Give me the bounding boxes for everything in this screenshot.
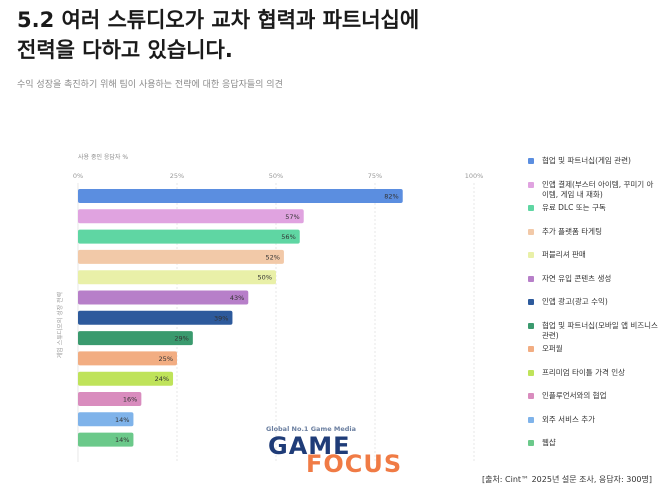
legend-swatch xyxy=(528,416,534,423)
page-title: 5.2 여러 스튜디오가 교차 협력과 파트너십에 전력을 다하고 있습니다. xyxy=(17,8,420,62)
page-subtitle: 수익 성장을 촉진하기 위해 팀이 사용하는 전략에 대한 응답자들의 의견 xyxy=(17,80,283,90)
legend-label: 프리미엄 타이틀 가격 인상 xyxy=(542,367,626,377)
x-axis-label: 사용 중인 응답자 % xyxy=(78,153,128,161)
bar-value-label: 82% xyxy=(384,193,398,201)
legend-swatch xyxy=(528,158,534,164)
legend-label: 퍼블리셔 판매 xyxy=(542,250,586,259)
legend-swatch xyxy=(528,322,534,329)
bar-value-label: 29% xyxy=(174,335,188,343)
legend-swatch xyxy=(528,299,534,305)
legend-item: 자연 유입 콘텐츠 생성 xyxy=(528,274,658,298)
bar xyxy=(78,412,134,427)
legend-item: 인플루언서와의 협업 xyxy=(528,391,658,415)
x-tick-label: 50% xyxy=(269,172,283,180)
legend-item: 프리미엄 타이틀 가격 인상 xyxy=(528,368,658,392)
bar-value-label: 14% xyxy=(115,436,129,444)
legend-label: 인앱 광고(광고 수익) xyxy=(542,297,608,306)
legend-item: 웹샵 xyxy=(528,438,658,462)
x-tick-label: 0% xyxy=(73,172,83,180)
legend-swatch xyxy=(528,440,534,446)
bar xyxy=(78,189,403,203)
bar xyxy=(78,371,174,386)
bar xyxy=(78,432,134,447)
bar-value-label: 24% xyxy=(155,375,169,383)
bar-value-label: 16% xyxy=(123,396,137,404)
legend-label: 오퍼월 xyxy=(542,344,563,353)
bar xyxy=(78,331,193,346)
legend-label: 인앱 결제(부스터 아이템, 꾸미기 아이템, 게임 내 재화) xyxy=(542,179,654,199)
bar xyxy=(78,249,284,264)
watermark-logo-game: GAME xyxy=(268,432,351,460)
bar-value-label: 43% xyxy=(230,294,244,302)
bar xyxy=(78,270,276,285)
bar xyxy=(78,290,249,305)
legend-swatch xyxy=(528,275,534,282)
x-tick-label: 75% xyxy=(368,172,382,180)
source-note: [출처: Cint™ 2025년 설문 조사, 응답자: 300명] xyxy=(481,475,652,484)
watermark-tagline: Global No.1 Game Media xyxy=(266,425,357,433)
bar xyxy=(78,229,300,244)
bar-value-label: 56% xyxy=(281,233,295,241)
legend-label: 자연 유입 콘텐츠 생성 xyxy=(542,273,612,283)
legend-label: 협업 및 파트너십(모바일 앱 비즈니스 관련) xyxy=(542,320,658,340)
legend-swatch xyxy=(528,181,534,188)
legend-item: 협업 및 파트너십(게임 관련) xyxy=(528,156,658,180)
legend-label: 웹샵 xyxy=(542,438,556,447)
legend-swatch xyxy=(528,369,534,376)
legend-item: 추가 플랫폼 타게팅 xyxy=(528,227,658,251)
legend-label: 외주 서비스 추가 xyxy=(542,414,596,424)
legend-swatch xyxy=(528,252,534,258)
bar xyxy=(78,351,177,366)
legend-label: 협업 및 파트너십(게임 관련) xyxy=(542,156,631,165)
legend-item: 인앱 결제(부스터 아이템, 꾸미기 아이템, 게임 내 재화) xyxy=(528,180,658,204)
legend-item: 외주 서비스 추가 xyxy=(528,415,658,439)
bar-value-label: 25% xyxy=(159,355,173,363)
bar-value-label: 52% xyxy=(265,253,279,261)
watermark-logo-focus: FOCUS xyxy=(306,450,403,478)
legend-swatch xyxy=(528,346,534,352)
legend-swatch xyxy=(528,393,534,399)
bar-value-label: 50% xyxy=(258,274,272,282)
legend-label: 유료 DLC 또는 구독 xyxy=(542,203,606,212)
legend-item: 오퍼월 xyxy=(528,344,658,368)
legend-label: 추가 플랫폼 타게팅 xyxy=(542,226,602,236)
y-axis-label: 게임 스튜디오의 성장 전략 xyxy=(56,291,64,358)
bar xyxy=(78,392,142,406)
bar-value-label: 57% xyxy=(285,213,299,221)
bar xyxy=(78,310,233,325)
legend-label: 인플루언서와의 협업 xyxy=(542,391,607,400)
legend-item: 유료 DLC 또는 구독 xyxy=(528,203,658,227)
legend-swatch xyxy=(528,228,534,235)
bar xyxy=(78,209,304,224)
bar-value-label: 14% xyxy=(115,416,129,424)
legend-item: 인앱 광고(광고 수익) xyxy=(528,297,658,321)
legend-item: 퍼블리셔 판매 xyxy=(528,250,658,274)
x-tick-label: 25% xyxy=(170,172,184,180)
chart-legend: 협업 및 파트너십(게임 관련) 인앱 결제(부스터 아이템, 꾸미기 아이템, … xyxy=(528,156,658,462)
legend-item: 협업 및 파트너십(모바일 앱 비즈니스 관련) xyxy=(528,321,658,345)
bar-value-label: 39% xyxy=(214,314,228,322)
legend-swatch xyxy=(528,205,534,211)
x-tick-label: 100% xyxy=(465,172,484,180)
